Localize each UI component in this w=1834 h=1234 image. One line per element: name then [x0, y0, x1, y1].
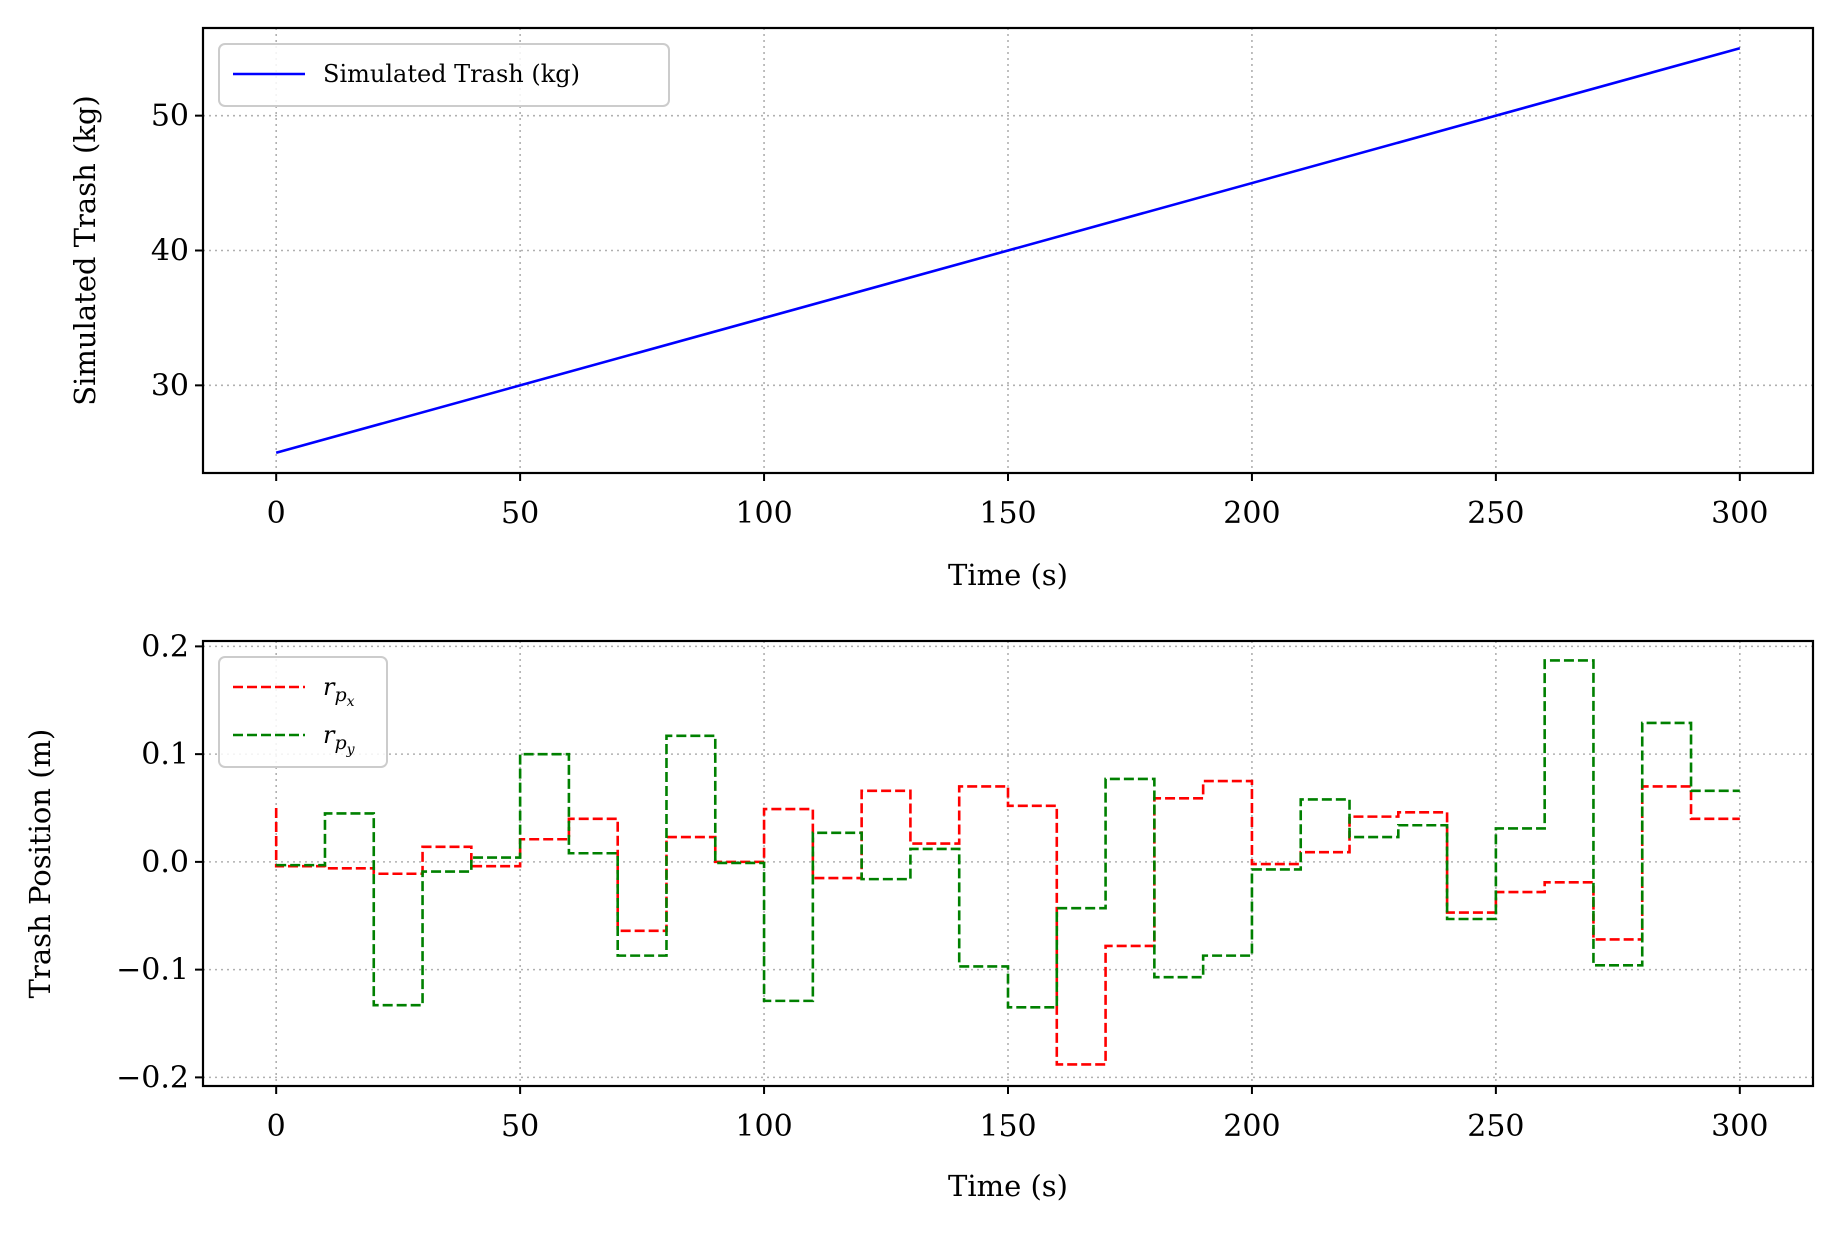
y-tick-label: 0.2	[141, 629, 189, 664]
legend-label-r_px: rpx	[323, 673, 355, 710]
y-tick-label: 50	[151, 99, 189, 134]
x-tick-label: 300	[1711, 496, 1768, 531]
series-Simulated Trash (kg)-line	[275, 46, 1741, 455]
legend: rpx rpy	[218, 656, 388, 768]
x-tick-label: 0	[267, 496, 286, 531]
x-tick-label: 300	[1711, 1109, 1768, 1144]
x-tick-label: 150	[979, 1109, 1036, 1144]
legend-box	[218, 656, 388, 768]
top-chart-panel: 0 50 100 150 200 250 300 30 40 50 Time (s) Simulate…	[68, 26, 1815, 592]
x-tick-label: 100	[735, 1109, 792, 1144]
legend-label-r_py: rpy	[323, 721, 356, 758]
y-tick-label: 30	[151, 368, 189, 403]
x-tick-label: 250	[1467, 1109, 1524, 1144]
x-tick-label: 200	[1223, 496, 1280, 531]
x-tick-label: 50	[501, 496, 539, 531]
y-tick-label: 40	[151, 234, 189, 269]
x-tick-label: 200	[1223, 1109, 1280, 1144]
series-r_py-line	[276, 659, 1740, 1009]
x-tick-label: 100	[735, 496, 792, 531]
y-axis-label: Trash Position (m)	[23, 729, 57, 999]
x-tick-label: 150	[979, 496, 1036, 531]
x-tick-label: 50	[501, 1109, 539, 1144]
legend-label-Simulated Trash (kg): Simulated Trash (kg)	[323, 60, 580, 88]
x-axis-label: Time (s)	[948, 1169, 1068, 1203]
y-tick-label: −0.1	[116, 953, 189, 988]
y-tick-label: 0.0	[141, 845, 189, 880]
x-tick-label: 0	[267, 1109, 286, 1144]
y-tick-label: 0.1	[141, 737, 189, 772]
x-tick-label: 250	[1467, 496, 1524, 531]
series-r_px-line	[274, 779, 1740, 1066]
x-axis-label: Time (s)	[948, 558, 1068, 592]
legend: Simulated Trash (kg)	[218, 43, 670, 107]
legend-box	[218, 43, 670, 107]
y-axis-label: Simulated Trash (kg)	[68, 95, 102, 406]
bottom-chart-panel: 0 50 100 150 200 250 300 −0.2 −0.1 0.0 0.1 0.2 Time …	[23, 629, 1815, 1203]
y-tick-label: −0.2	[116, 1060, 189, 1095]
